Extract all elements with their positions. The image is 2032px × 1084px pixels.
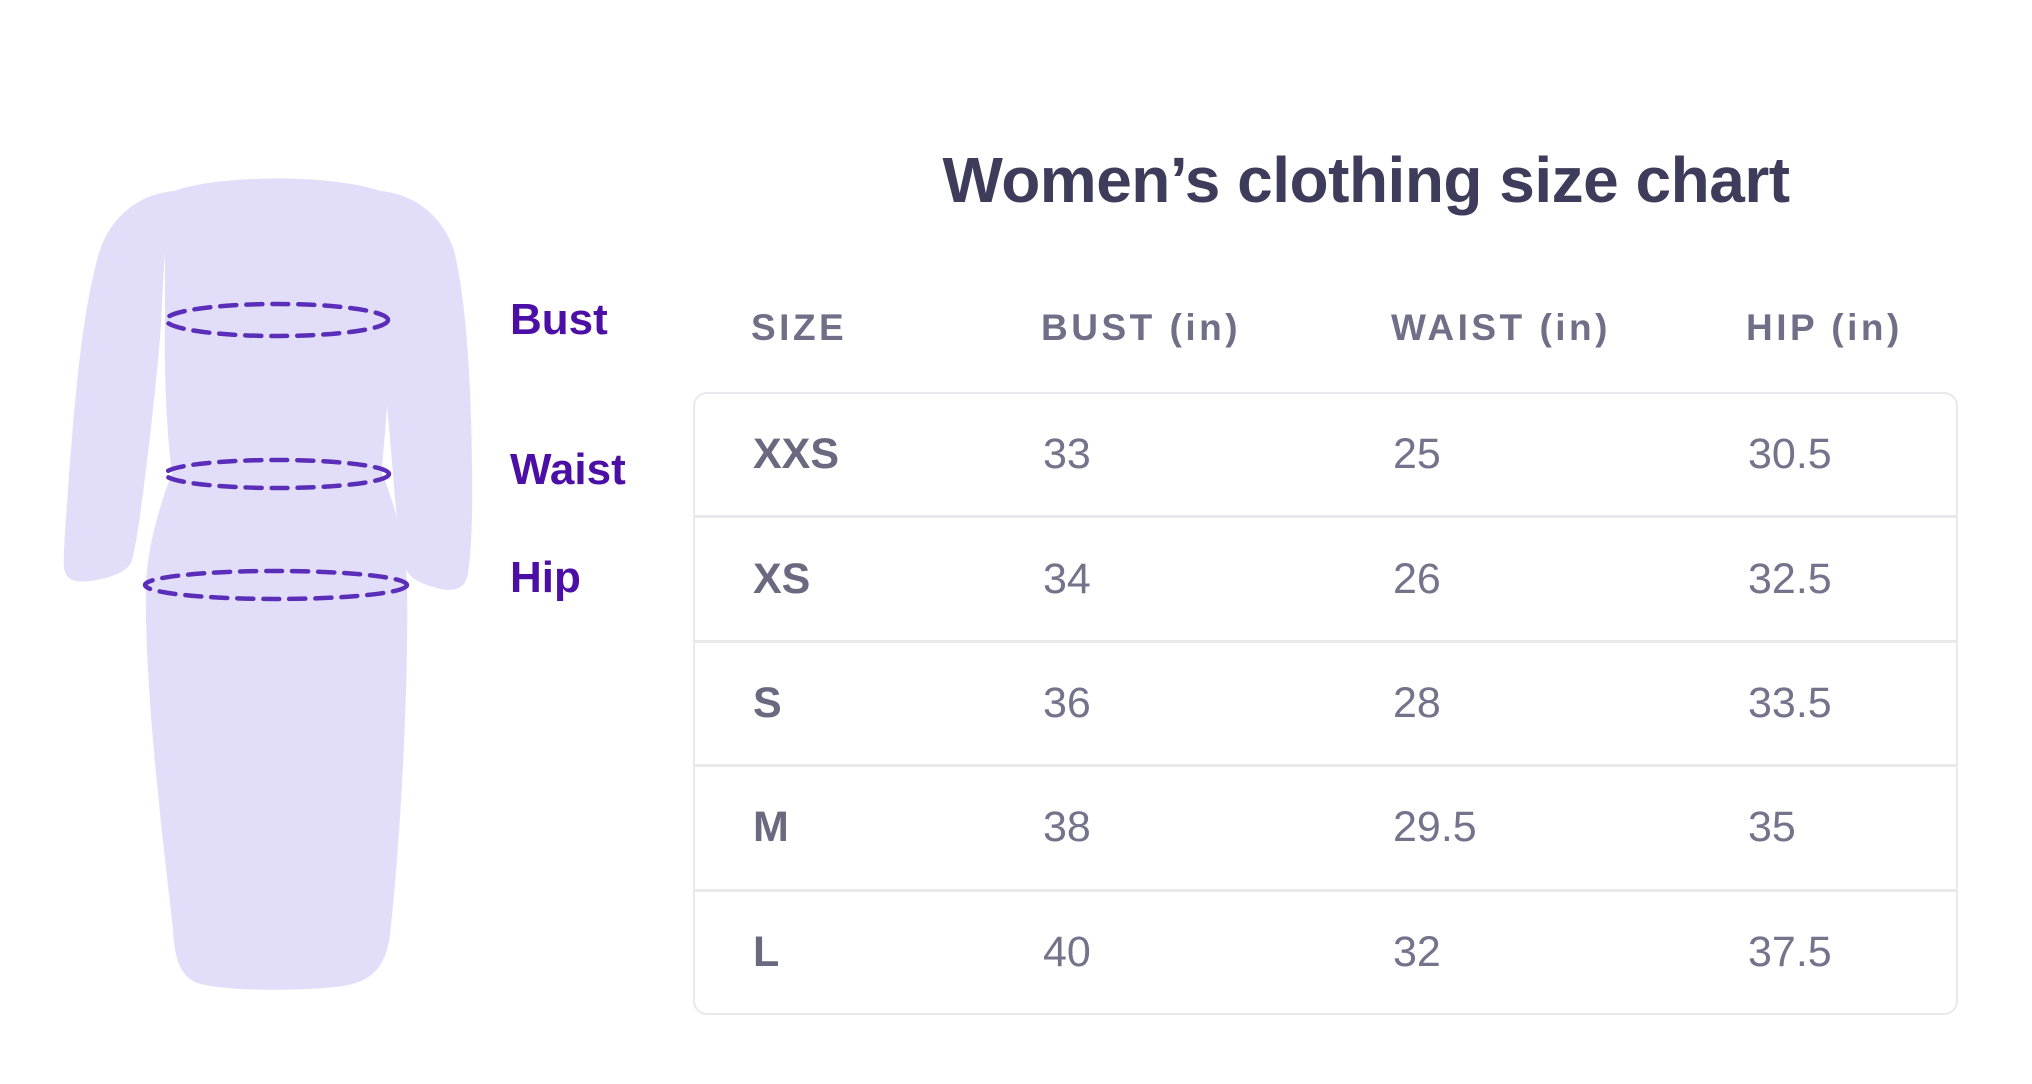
waist-measure-ellipse — [162, 457, 392, 491]
value-cell: 35 — [1748, 803, 1796, 852]
value-cell: 37.5 — [1748, 927, 1832, 976]
table-row: M 38 29.5 35 — [695, 764, 1956, 888]
value-cell: 34 — [1043, 554, 1091, 603]
size-cell: L — [753, 927, 780, 976]
header-cell: HIP (in) — [1746, 307, 1903, 348]
label-waist: Waist — [510, 445, 626, 494]
value-cell: 38 — [1043, 803, 1091, 852]
hip-measure-ellipse — [142, 568, 410, 602]
dress-left-sleeve — [63, 191, 173, 582]
value-cell: 26 — [1393, 554, 1441, 603]
value-cell: 40 — [1043, 927, 1091, 976]
bust-measure-ellipse — [163, 301, 391, 339]
table-header-row: SIZE BUST (in) WAIST (in) HIP (in) — [693, 300, 1958, 356]
header-cell: SIZE — [751, 307, 848, 348]
value-cell: 33.5 — [1748, 679, 1832, 728]
table-row: XXS 33 25 30.5 — [695, 394, 1956, 515]
value-cell: 30.5 — [1748, 430, 1832, 479]
dress-right-sleeve — [380, 191, 473, 590]
table-row: S 36 28 33.5 — [695, 639, 1956, 764]
value-cell: 29.5 — [1393, 803, 1477, 852]
page-title: Women’s clothing size chart — [942, 144, 1790, 216]
size-cell: XS — [753, 554, 811, 603]
header-cell: BUST (in) — [1041, 307, 1242, 348]
size-cell: XXS — [753, 430, 840, 479]
table-row: XS 34 26 32.5 — [695, 515, 1956, 639]
label-bust: Bust — [510, 295, 608, 344]
value-cell: 32 — [1393, 927, 1441, 976]
dress-torso — [145, 178, 408, 990]
dress-illustration — [63, 178, 473, 990]
label-hip: Hip — [510, 553, 581, 602]
value-cell: 36 — [1043, 679, 1091, 728]
table-row: L 40 32 37.5 — [695, 888, 1956, 1013]
size-cell: S — [753, 679, 782, 728]
header-cell: WAIST (in) — [1391, 307, 1611, 348]
value-cell: 32.5 — [1748, 554, 1832, 603]
value-cell: 33 — [1043, 430, 1091, 479]
value-cell: 25 — [1393, 430, 1441, 479]
size-cell: M — [753, 803, 789, 852]
size-table: XXS 33 25 30.5 XS 34 26 32.5 S 36 28 33.5 M 38 29.5 35 L… — [693, 392, 1958, 1015]
value-cell: 28 — [1393, 679, 1441, 728]
